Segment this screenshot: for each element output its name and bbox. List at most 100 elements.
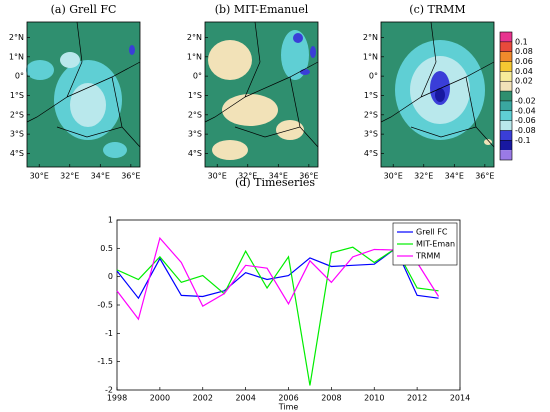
colorbar-label: 0.02 <box>515 77 533 86</box>
y-tick-label: 0° <box>15 72 24 81</box>
y-tick-label: 0° <box>369 72 378 81</box>
border-line <box>380 21 495 148</box>
colorbar-label: 0.04 <box>515 67 533 76</box>
x-tick-label: 2012 <box>407 394 427 403</box>
colorbar-swatch <box>500 91 512 101</box>
x-tick-label: 34°E <box>91 172 110 181</box>
colorbar-label: -0.04 <box>515 106 536 115</box>
contour-patch <box>208 40 252 80</box>
colorbar-swatch <box>500 81 512 92</box>
y-tick-label: 2°N <box>9 33 24 42</box>
contour-patch <box>222 94 278 126</box>
y-tick-label: 0 <box>108 272 113 281</box>
x-tick-label: 2002 <box>193 394 213 403</box>
x-tick-label: 2010 <box>364 394 384 403</box>
contour-patch <box>60 52 80 68</box>
series-line <box>116 246 439 386</box>
colorbar-swatch <box>500 51 512 62</box>
y-tick-label: -1 <box>105 329 113 338</box>
colorbar-swatch <box>500 61 512 72</box>
series-line <box>116 247 439 300</box>
panel-title: (c) TRMM <box>409 3 465 16</box>
map-field <box>26 21 141 167</box>
x-tick-label: 32°E <box>238 172 257 181</box>
y-tick-label: 4°S <box>10 149 24 158</box>
contour-patch <box>129 45 135 55</box>
contour-patch <box>26 60 54 80</box>
x-tick-label: 2008 <box>321 394 341 403</box>
x-tick-label: 36°E <box>475 172 494 181</box>
colorbar-label: -0.1 <box>515 136 531 145</box>
colorbar-swatch <box>500 71 512 82</box>
colorbar-swatch <box>500 130 512 141</box>
contour-patch <box>70 83 106 127</box>
y-tick-label: 2°N <box>187 33 202 42</box>
x-tick-label: 36°E <box>299 172 318 181</box>
legend-label: Grell FC <box>416 228 448 237</box>
contour-patch <box>103 142 127 158</box>
y-tick-label: 1 <box>108 216 113 225</box>
y-tick-label: 2°S <box>364 110 378 119</box>
map-frame <box>26 21 141 168</box>
y-tick-label: 2°S <box>188 110 202 119</box>
colorbar-frame <box>499 31 513 161</box>
colorbar-label: -0.02 <box>515 96 536 105</box>
contour-patch <box>293 33 303 43</box>
map-frame <box>204 21 319 168</box>
colorbar-swatch <box>500 41 512 52</box>
contour-patch <box>310 46 316 58</box>
x-tick-label: 2014 <box>450 394 470 403</box>
colorbar-swatch <box>500 140 512 151</box>
y-tick-label: 1°S <box>364 91 378 100</box>
colorbar-swatch <box>500 110 512 121</box>
x-tick-label: 32°E <box>414 172 433 181</box>
border-line <box>26 21 141 148</box>
x-tick-label: 34°E <box>445 172 464 181</box>
y-tick-label: 4°S <box>188 149 202 158</box>
y-tick-label: 1°N <box>187 52 202 61</box>
colorbar-swatch <box>500 32 512 42</box>
x-tick-label: 1998 <box>107 394 127 403</box>
colorbar-label: 0 <box>515 87 520 96</box>
border-line <box>204 21 319 148</box>
y-tick-label: 4°S <box>364 149 378 158</box>
chart-title: (d) Timeseries <box>235 176 315 189</box>
x-tick-label: 30°E <box>208 172 227 181</box>
y-tick-label: 0° <box>193 72 202 81</box>
legend-label: TRMM <box>415 252 440 261</box>
panel-title: (a) Grell FC <box>51 3 117 16</box>
y-tick-label: -0.5 <box>97 301 113 310</box>
x-tick-label: 2006 <box>278 394 298 403</box>
colorbar-label: 0.1 <box>515 37 528 46</box>
colorbar-label: 0.08 <box>515 47 533 56</box>
series-line <box>116 236 440 321</box>
x-tick-label: 36°E <box>121 172 140 181</box>
contour-patch <box>484 139 492 145</box>
y-tick-label: 3°S <box>10 130 24 139</box>
colorbar-label: -0.08 <box>515 126 536 135</box>
colorbar-label: -0.06 <box>515 116 536 125</box>
panel-title: (b) MIT-Emanuel <box>215 3 309 16</box>
colorbar-swatch <box>500 100 512 111</box>
y-tick-label: 1°S <box>10 91 24 100</box>
x-tick-label: 32°E <box>60 172 79 181</box>
y-tick-label: 2°S <box>10 110 24 119</box>
map-frame <box>380 21 495 168</box>
y-tick-label: -1.5 <box>97 357 113 366</box>
x-tick-label: 34°E <box>269 172 288 181</box>
colorbar-swatch <box>500 120 512 131</box>
x-tick-label: 2004 <box>235 394 255 403</box>
y-tick-label: 1°N <box>363 52 378 61</box>
colorbar-swatch <box>500 150 512 160</box>
y-tick-label: 3°S <box>188 130 202 139</box>
map-field <box>204 21 319 167</box>
contour-patch <box>212 140 248 160</box>
y-tick-label: 2°N <box>363 33 378 42</box>
y-tick-label: 3°S <box>364 130 378 139</box>
contour-patch <box>300 69 310 75</box>
y-tick-label: 1°S <box>188 91 202 100</box>
y-tick-label: -2 <box>105 386 113 395</box>
colorbar-label: 0.06 <box>515 57 533 66</box>
y-tick-label: 1°N <box>9 52 24 61</box>
